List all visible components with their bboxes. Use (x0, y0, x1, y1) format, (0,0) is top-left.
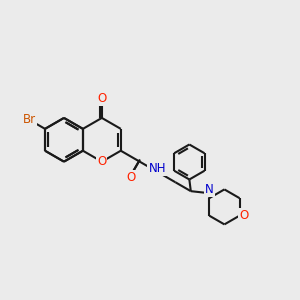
Text: NH: NH (148, 162, 166, 175)
Text: O: O (126, 171, 135, 184)
Text: Br: Br (23, 113, 36, 126)
Text: N: N (205, 183, 214, 196)
Text: O: O (97, 155, 106, 168)
Text: O: O (97, 92, 106, 105)
Text: O: O (239, 209, 249, 222)
